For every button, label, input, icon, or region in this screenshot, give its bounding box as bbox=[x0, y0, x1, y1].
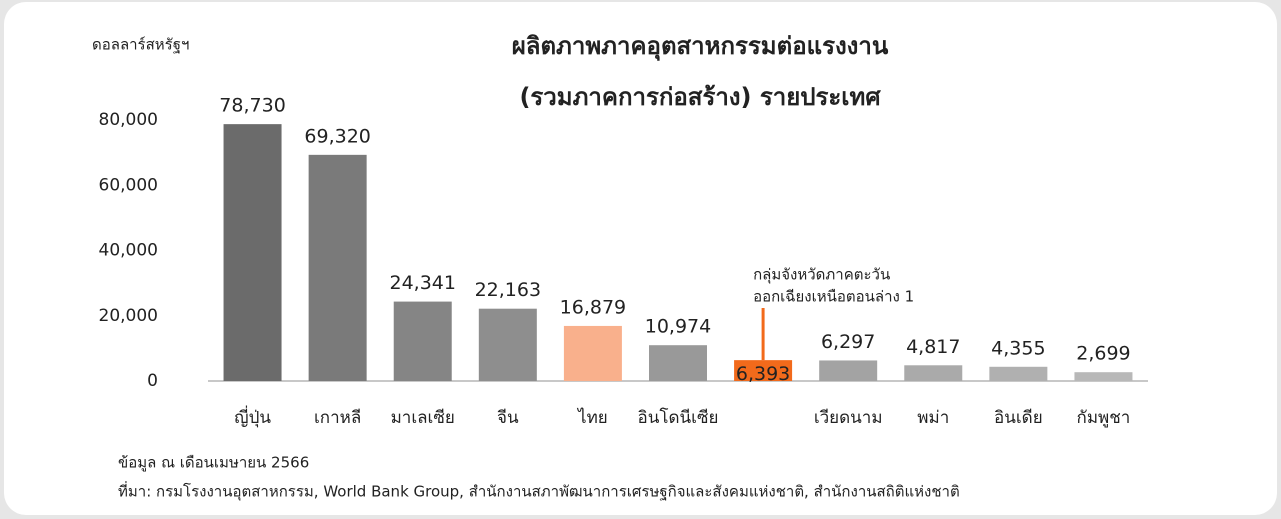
bar bbox=[223, 124, 282, 381]
annotation: ออกเฉียงเหนือตอนล่าง 1 bbox=[753, 288, 914, 306]
x-tick-label: อินเดีย bbox=[994, 408, 1043, 428]
data-label: 69,320 bbox=[304, 125, 370, 147]
chart-title: (รวมภาคการก่อสร้าง) รายประเทศ bbox=[519, 83, 881, 111]
bar bbox=[308, 154, 367, 381]
data-label: 4,817 bbox=[906, 336, 960, 358]
data-label: 4,355 bbox=[991, 337, 1045, 359]
x-tick-label: ไทย bbox=[576, 407, 608, 428]
data-label: 16,879 bbox=[560, 296, 626, 318]
data-label: 2,699 bbox=[1076, 343, 1130, 365]
data-label: 22,163 bbox=[475, 279, 541, 301]
x-tick-label: จีน bbox=[497, 408, 519, 428]
bar bbox=[734, 360, 793, 381]
y-tick-label: 20,000 bbox=[99, 306, 158, 326]
bar bbox=[819, 360, 878, 381]
bar bbox=[478, 308, 537, 381]
bar bbox=[989, 366, 1048, 381]
data-label: 78,730 bbox=[219, 95, 285, 117]
annotation: กลุ่มจังหวัดภาคตะวัน bbox=[753, 266, 890, 285]
y-tick-label: 0 bbox=[147, 371, 158, 391]
x-tick-label: ญี่ปุ่น bbox=[234, 405, 271, 428]
x-tick-label: มาเลเซีย bbox=[391, 408, 455, 428]
x-tick-label: พม่า bbox=[917, 408, 949, 428]
bar bbox=[393, 301, 452, 381]
bar bbox=[649, 345, 707, 381]
card bbox=[4, 2, 1277, 515]
data-label: 6,297 bbox=[821, 331, 875, 353]
data-label: 6,393 bbox=[736, 363, 790, 385]
note: ข้อมูล ณ เดือนเมษายน 2566 bbox=[118, 454, 309, 472]
note: ที่มา: กรมโรงงานอุตสาหกรรม, World Bank G… bbox=[118, 481, 960, 502]
x-tick-label: กัมพูชา bbox=[1077, 408, 1131, 428]
y-tick-label: 40,000 bbox=[99, 241, 158, 261]
data-label: 24,341 bbox=[389, 272, 455, 294]
x-tick-label: เกาหลี bbox=[314, 408, 361, 428]
chart-title: ผลิตภาพภาคอุตสาหกรรมต่อแรงงาน bbox=[512, 32, 889, 62]
data-label: 10,974 bbox=[645, 316, 711, 338]
y-tick-label: 80,000 bbox=[99, 110, 158, 130]
y-axis-label: ดอลลาร์สหรัฐฯ bbox=[92, 36, 189, 54]
x-tick-label: อินโดนีเซีย bbox=[638, 407, 719, 428]
bar bbox=[904, 365, 963, 381]
x-tick-label: เวียดนาม bbox=[814, 408, 883, 428]
bar bbox=[563, 325, 622, 381]
y-tick-label: 60,000 bbox=[99, 175, 158, 195]
bar bbox=[1074, 372, 1133, 381]
